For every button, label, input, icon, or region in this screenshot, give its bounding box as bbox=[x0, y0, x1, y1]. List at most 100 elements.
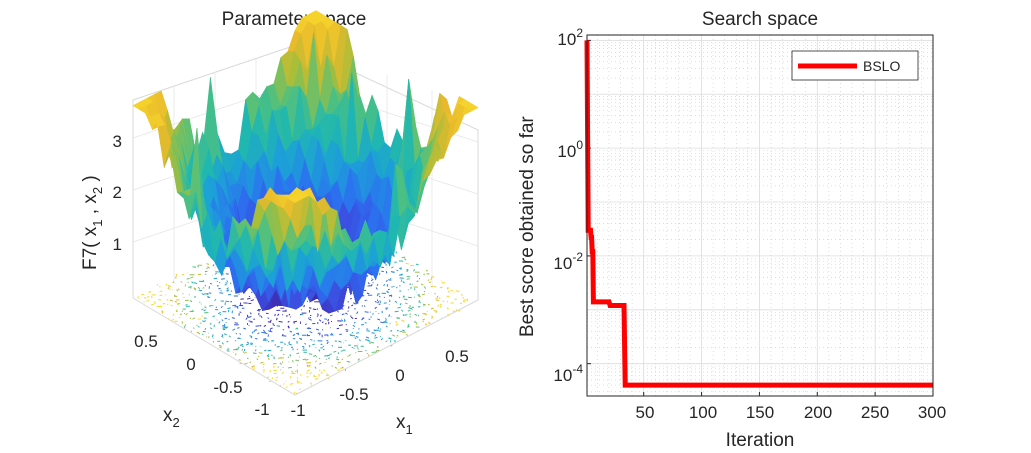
contour-segment bbox=[316, 315, 319, 317]
x-tick-0-5: 0.5 bbox=[445, 347, 469, 366]
contour-segment bbox=[146, 299, 150, 302]
contour-segment bbox=[275, 379, 278, 381]
contour-segment bbox=[201, 293, 205, 296]
contour-segment bbox=[267, 321, 272, 323]
contour-segment bbox=[318, 369, 321, 372]
contour-segment bbox=[251, 331, 254, 334]
contour-segment bbox=[329, 353, 332, 355]
contour-segment bbox=[270, 327, 273, 330]
contour-segment bbox=[281, 361, 284, 363]
contour-segment bbox=[366, 292, 370, 295]
contour-segment bbox=[234, 339, 237, 342]
contour-segment bbox=[241, 348, 244, 351]
contour-segment bbox=[385, 307, 388, 310]
contour-segment bbox=[450, 289, 454, 292]
contour-segment bbox=[379, 336, 382, 338]
contour-segment bbox=[314, 378, 319, 380]
contour-segment bbox=[367, 282, 370, 285]
contour-segment bbox=[341, 313, 345, 316]
contour-segment bbox=[407, 309, 411, 312]
contour-segment bbox=[402, 320, 405, 323]
contour-segment bbox=[250, 299, 255, 302]
contour-segment bbox=[221, 334, 224, 337]
x-tick-minus0-5: -0.5 bbox=[339, 385, 368, 404]
contour-segment bbox=[406, 269, 409, 273]
contour-segment bbox=[262, 363, 265, 366]
contour-segment bbox=[427, 279, 430, 282]
contour-segment bbox=[176, 289, 179, 292]
contour-segment bbox=[348, 354, 351, 357]
contour-segment bbox=[380, 321, 384, 324]
contour-segment bbox=[220, 305, 223, 309]
contour-segment bbox=[230, 290, 233, 292]
contour-segment bbox=[435, 297, 437, 300]
contour-segment bbox=[295, 327, 298, 330]
contour-segment bbox=[166, 298, 169, 301]
contour-segment bbox=[325, 374, 330, 377]
contour-segment bbox=[447, 290, 450, 293]
contour-segment bbox=[251, 365, 256, 368]
contour-segment bbox=[216, 280, 219, 283]
contour-segment bbox=[406, 268, 409, 271]
contour-segment bbox=[198, 289, 203, 292]
contour-segment bbox=[306, 365, 311, 367]
contour-segment bbox=[213, 324, 215, 328]
contour-segment bbox=[193, 287, 197, 290]
contour-segment bbox=[407, 323, 410, 327]
contour-segment bbox=[219, 313, 222, 316]
contour-segment bbox=[186, 277, 190, 280]
contour-segment bbox=[374, 336, 378, 339]
contour-segment bbox=[424, 323, 428, 326]
contour-segment bbox=[249, 312, 252, 315]
contour-segment bbox=[295, 370, 297, 373]
contour-segment bbox=[377, 301, 380, 304]
contour-segment bbox=[221, 342, 224, 345]
z-axis-label: F7( x1 , x2 ) bbox=[80, 175, 105, 270]
contour-segment bbox=[237, 346, 240, 349]
contour-segment bbox=[423, 313, 428, 315]
contour-segment bbox=[403, 298, 408, 301]
contour-segment bbox=[353, 302, 356, 305]
contour-segment bbox=[185, 304, 188, 306]
contour-segment bbox=[413, 321, 417, 324]
contour-segment bbox=[185, 312, 188, 316]
contour-segment bbox=[215, 306, 218, 308]
contour-segment bbox=[399, 303, 402, 306]
contour-segment bbox=[320, 371, 323, 374]
contour-segment bbox=[249, 361, 252, 364]
contour-segment bbox=[202, 320, 205, 323]
contour-segment bbox=[274, 313, 276, 317]
contour-segment bbox=[398, 296, 401, 299]
contour-segment bbox=[397, 306, 401, 309]
contour-segment bbox=[337, 352, 340, 355]
contour-segment bbox=[232, 328, 236, 331]
contour-segment bbox=[346, 360, 351, 363]
contour-segment bbox=[353, 347, 355, 349]
contour-segment bbox=[224, 302, 226, 305]
contour-segment bbox=[352, 324, 356, 328]
contour-segment bbox=[237, 337, 240, 339]
contour-segment bbox=[214, 272, 218, 275]
contour-segment bbox=[218, 344, 222, 347]
contour-segment bbox=[296, 380, 299, 383]
contour-segment bbox=[243, 327, 247, 330]
contour-segment bbox=[371, 332, 375, 334]
contour-segment bbox=[403, 258, 407, 261]
contour-segment bbox=[208, 305, 213, 307]
contour-segment bbox=[430, 277, 433, 281]
contour-segment bbox=[377, 326, 380, 330]
contour-segment bbox=[329, 314, 333, 317]
y-tick-1e-2: 10-2 bbox=[553, 250, 583, 273]
contour-segment bbox=[422, 320, 424, 323]
contour-segment bbox=[281, 335, 287, 337]
plot-frame bbox=[586, 34, 934, 397]
contour-segment bbox=[221, 319, 224, 322]
contour-segment bbox=[371, 351, 375, 354]
contour-segment bbox=[214, 298, 217, 301]
contour-segment bbox=[318, 349, 321, 352]
contour-segment bbox=[224, 317, 228, 320]
contour-segment bbox=[263, 324, 267, 327]
contour-segment bbox=[376, 283, 379, 287]
contour-segment bbox=[391, 266, 394, 269]
convergence-plot: Search space 102 100 10-2 10-4 50 100 15… bbox=[517, 9, 946, 451]
